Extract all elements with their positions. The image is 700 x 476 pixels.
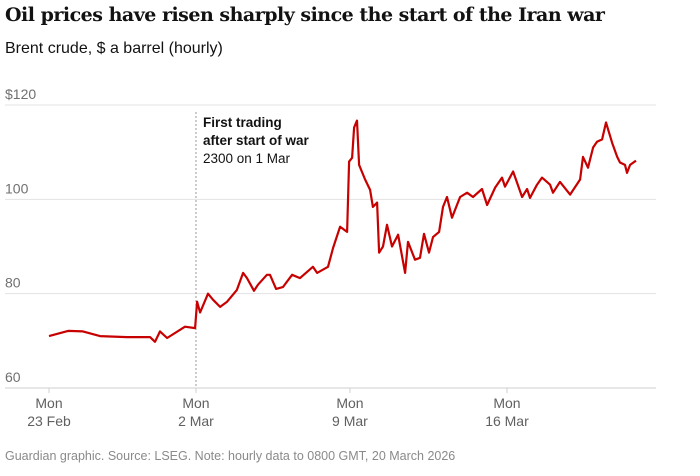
annotation-detail: 2300 on 1 Mar <box>203 151 291 166</box>
x-tick-label-date: 23 Feb <box>27 413 71 429</box>
x-tick-label-day: Mon <box>493 395 520 411</box>
chart-subtitle: Brent crude, $ a barrel (hourly) <box>5 40 223 57</box>
y-axis: $120 100 80 60 <box>5 86 36 385</box>
x-tick-label-day: Mon <box>35 395 62 411</box>
y-tick-label: 100 <box>5 180 29 196</box>
y-tick-label: 60 <box>5 369 21 385</box>
x-tick-label-date: 16 Mar <box>485 413 529 429</box>
annotation: First trading after start of war 2300 on… <box>195 112 310 388</box>
x-tick-label-day: Mon <box>182 395 209 411</box>
y-tick-label: 80 <box>5 275 21 291</box>
annotation-title-line-2: after start of war <box>203 133 310 148</box>
source-note: Guardian graphic. Source: LSEG. Note: ho… <box>5 449 456 463</box>
grid-lines <box>5 104 656 389</box>
x-tick-label-date: 2 Mar <box>178 413 214 429</box>
y-tick-label: $120 <box>5 86 36 102</box>
x-tick-label-date: 9 Mar <box>332 413 368 429</box>
series-line-brent <box>48 119 637 343</box>
annotation-title-line-1: First trading <box>203 115 282 130</box>
x-tick-label-day: Mon <box>336 395 363 411</box>
chart-title: Oil prices have risen sharply since the … <box>5 4 605 26</box>
x-axis: Mon 23 Feb Mon 2 Mar Mon 9 Mar Mon 16 Mar <box>27 388 529 429</box>
